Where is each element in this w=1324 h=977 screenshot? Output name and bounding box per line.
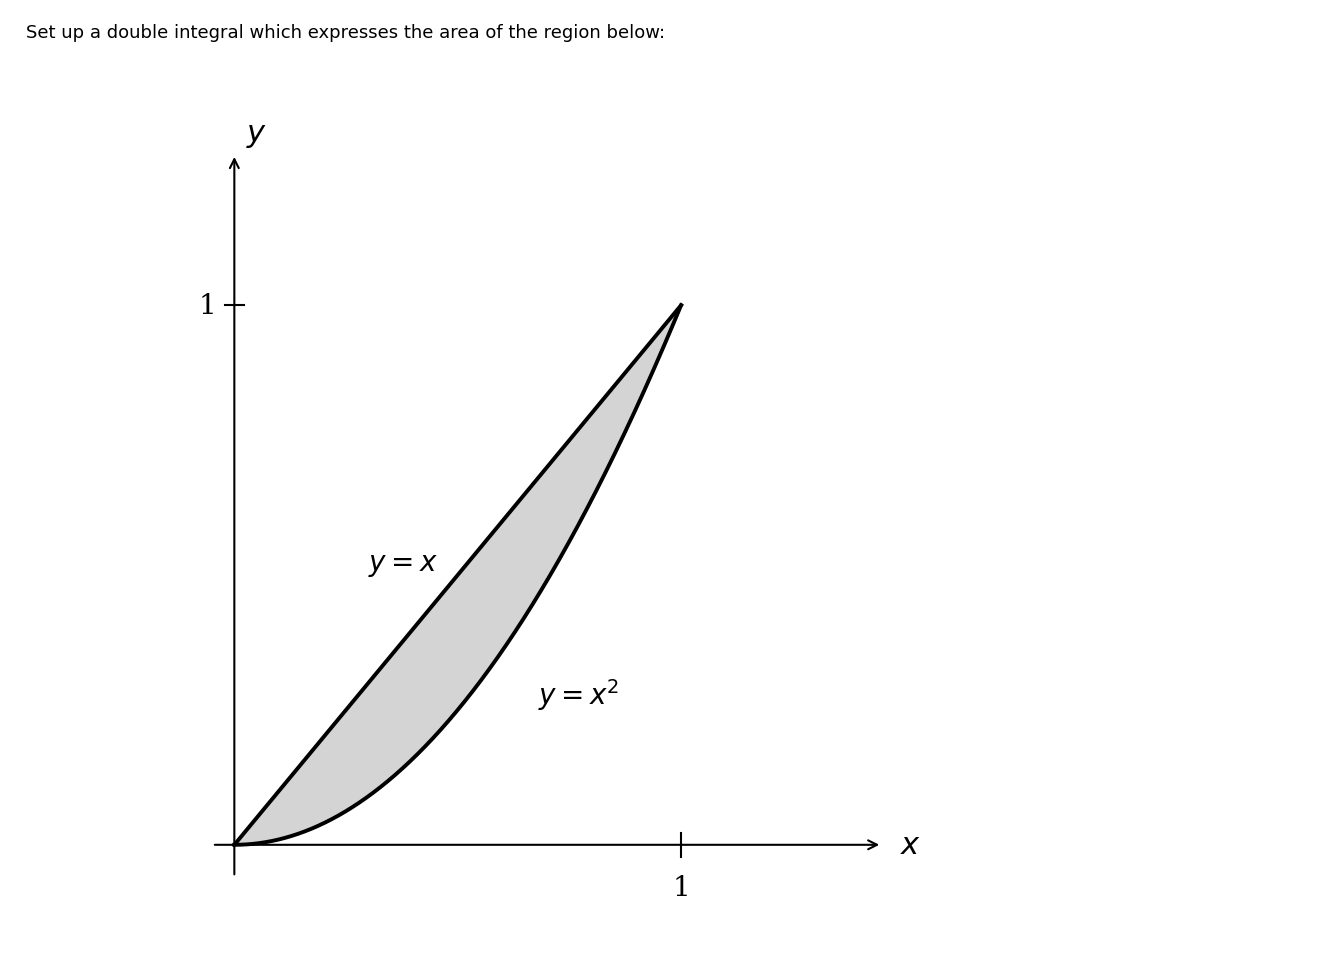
Text: Set up a double integral which expresses the area of the region below:: Set up a double integral which expresses…: [26, 24, 666, 42]
Text: 1: 1: [199, 292, 216, 319]
Text: $y = x^2$: $y = x^2$: [538, 676, 620, 712]
Text: 1: 1: [673, 874, 690, 902]
Text: $y = x$: $y = x$: [368, 551, 438, 578]
Text: $y$: $y$: [245, 120, 266, 149]
Text: $x$: $x$: [900, 830, 922, 860]
